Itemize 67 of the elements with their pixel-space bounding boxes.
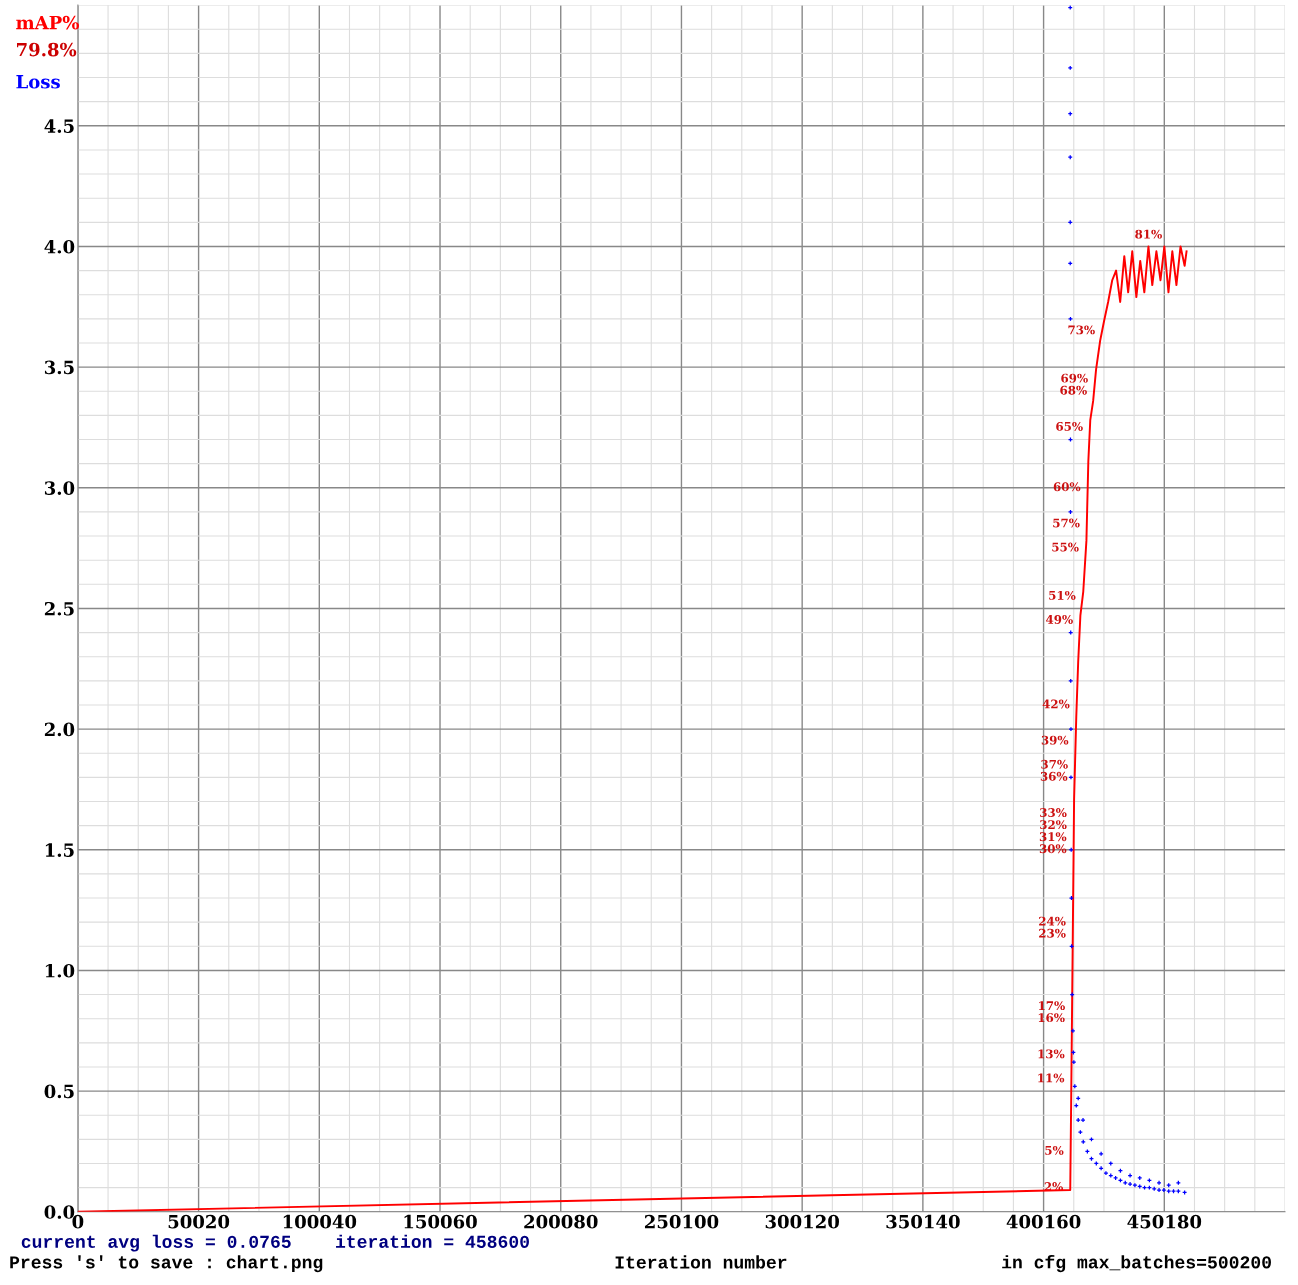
annotation: 73%	[1068, 325, 1095, 335]
x-tick-label: 350140	[886, 1214, 960, 1229]
text: mAP%	[16, 15, 79, 30]
point	[1070, 1028, 1076, 1034]
annotation: 69%	[1061, 373, 1088, 383]
annotation: 24%	[1039, 916, 1066, 926]
point	[1068, 895, 1075, 901]
text: 79.8%	[17, 42, 77, 57]
annotation: 30%	[1039, 844, 1067, 854]
annotation: 36%	[1040, 771, 1068, 781]
annotation: 16%	[1038, 1013, 1065, 1023]
point	[1113, 1175, 1119, 1181]
annotation: 49%	[1046, 615, 1073, 624]
annotation: 81%	[1135, 229, 1162, 239]
y-tick-label: 4.0	[44, 239, 75, 254]
annotation: 13%	[1038, 1049, 1065, 1059]
annotation: 32%	[1040, 820, 1067, 830]
y-tick-label: 4.5	[44, 119, 74, 133]
point	[1127, 1181, 1133, 1187]
point	[1156, 1187, 1162, 1193]
y-tick-label: 3.5	[44, 360, 74, 375]
annotation: 11%	[1038, 1073, 1065, 1083]
y-tick-label: 2.5	[44, 601, 74, 616]
point	[1068, 726, 1074, 732]
text: in cfg max_batches=500200	[1002, 1254, 1271, 1273]
x-tick-label: 400160	[1006, 1214, 1081, 1229]
annotation: 23%	[1039, 928, 1066, 938]
y-tick-label: 0.5	[44, 1084, 74, 1099]
annotation: 17%	[1039, 1001, 1065, 1011]
annotation: 55%	[1052, 542, 1079, 552]
annotation: 60%	[1053, 482, 1081, 492]
annotation: 37%	[1041, 759, 1068, 769]
y-tick-label: 1.0	[45, 963, 75, 978]
point	[1156, 1180, 1162, 1186]
x-tick-label: 250100	[644, 1214, 719, 1229]
point	[1077, 1129, 1083, 1135]
x-tick-label: 450180	[1127, 1214, 1202, 1229]
text: Press 's' to save : chart.png	[10, 1255, 323, 1273]
text: current avg loss = 0.0765 iteration = 458600	[21, 1234, 529, 1252]
point	[1103, 1170, 1109, 1176]
x-tick-label: 150060	[404, 1214, 477, 1229]
annotation: 65%	[1056, 421, 1083, 431]
y-tick-label: 3.0	[44, 481, 75, 495]
annotation: 39%	[1041, 735, 1069, 745]
point	[1067, 65, 1073, 71]
annotation: 33%	[1040, 808, 1067, 817]
annotation: 68%	[1060, 385, 1087, 395]
point	[1080, 1117, 1086, 1123]
x-axis-title: Iteration number	[615, 1255, 787, 1269]
text: Loss	[16, 75, 60, 89]
x-tick-label: 100040	[283, 1214, 357, 1229]
point	[1132, 1182, 1138, 1188]
annotation: 31%	[1039, 832, 1067, 842]
annotation: 42%	[1042, 699, 1070, 709]
point	[1161, 1187, 1167, 1193]
y-tick-label: 2.0	[44, 722, 75, 737]
x-tick-label: 300120	[765, 1214, 840, 1229]
point	[1137, 1175, 1143, 1181]
annotation: 5%	[1045, 1145, 1064, 1155]
y-tick-label: 1.5	[45, 843, 74, 857]
x-tick-label: 200080	[524, 1214, 598, 1229]
x-tick-label: 50020	[168, 1214, 230, 1229]
annotation: 57%	[1053, 518, 1080, 528]
point	[1127, 1172, 1133, 1179]
point	[1068, 774, 1074, 780]
point	[1075, 1117, 1081, 1123]
annotation: 51%	[1049, 590, 1076, 600]
